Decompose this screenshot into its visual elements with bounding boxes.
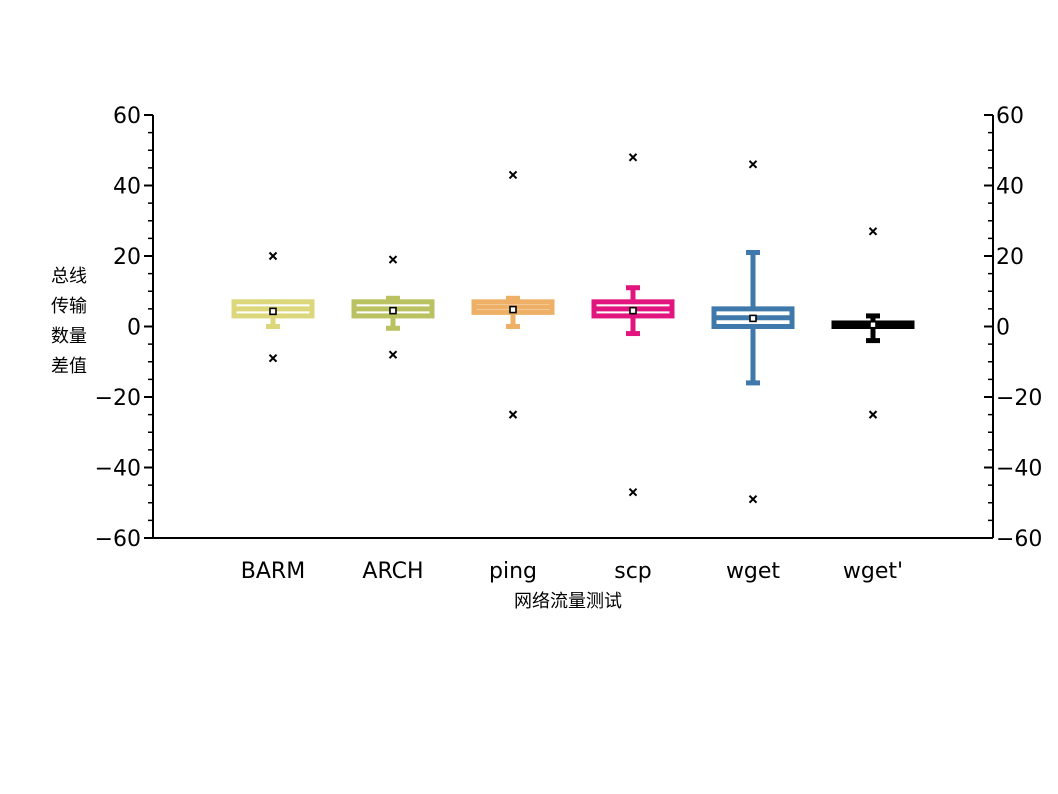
outlier-marker (748, 160, 758, 169)
mean-marker (389, 306, 397, 315)
left-y-axis: 60 40 20 0 −20 −40 −60 (95, 104, 154, 552)
right-tick-label: −40 (996, 457, 1042, 482)
category-label: wget' (843, 559, 903, 584)
mean-marker (509, 305, 517, 314)
x-axis: BARM ARCH ping scp wget wget' (153, 537, 993, 584)
outlier-stroke (508, 170, 518, 180)
left-tick-label: −20 (95, 386, 141, 411)
outlier-marker (268, 251, 278, 261)
category-label: ping (489, 559, 537, 584)
outlier-marker (748, 495, 758, 504)
outlier-marker (508, 170, 518, 180)
right-y-axis: 60 40 20 0 −20 −40 −60 (984, 104, 1042, 552)
outlier-marker (388, 255, 398, 264)
outlier-marker (268, 354, 278, 363)
outlier-marker (628, 487, 638, 497)
left-tick-label: 60 (113, 104, 141, 129)
box-ping (471, 170, 555, 419)
category-label: wget (726, 559, 780, 584)
outlier-marker (508, 410, 518, 419)
outlier-stroke (388, 350, 398, 359)
box-arch (351, 255, 435, 359)
outlier-stroke (748, 160, 758, 169)
right-tick-label: 20 (996, 245, 1024, 270)
outlier-stroke (748, 495, 758, 504)
y-axis-title-line: 差值 (51, 356, 87, 377)
mean-marker (749, 314, 757, 323)
box-barm (231, 251, 315, 363)
box-wget (711, 160, 795, 504)
y-axis-title-line: 传输 (51, 296, 87, 317)
mean-marker (269, 307, 277, 316)
mean-marker (629, 306, 637, 315)
outlier-stroke (868, 410, 878, 419)
mean-marker (869, 320, 877, 329)
y-axis-title-line: 数量 (51, 326, 87, 347)
category-label: ARCH (362, 559, 423, 584)
outlier-stroke (388, 255, 398, 264)
outlier-stroke (868, 227, 878, 236)
outlier-stroke (508, 410, 518, 419)
left-tick-label: −60 (95, 527, 141, 552)
category-label: scp (614, 559, 652, 584)
left-tick-label: −40 (95, 457, 141, 482)
outlier-marker (868, 410, 878, 419)
box-scp (591, 153, 675, 497)
box-series (231, 153, 915, 504)
right-tick-label: −20 (996, 386, 1042, 411)
outlier-stroke (628, 487, 638, 497)
right-tick-label: −60 (996, 527, 1042, 552)
outlier-stroke (628, 153, 638, 162)
right-tick-label: 0 (996, 316, 1010, 341)
outlier-marker (868, 227, 878, 236)
y-axis-title-line: 总线 (51, 266, 87, 287)
outlier-stroke (268, 354, 278, 363)
x-axis-title: 网络流量测试 (514, 591, 622, 612)
outlier-marker (388, 350, 398, 359)
outlier-stroke (268, 251, 278, 261)
category-label: BARM (241, 559, 305, 584)
left-tick-label: 20 (113, 245, 141, 270)
right-tick-label: 40 (996, 175, 1024, 200)
left-tick-label: 0 (127, 316, 141, 341)
left-tick-label: 40 (113, 175, 141, 200)
right-tick-label: 60 (996, 104, 1024, 129)
box-wget (831, 227, 915, 419)
outlier-marker (628, 153, 638, 162)
